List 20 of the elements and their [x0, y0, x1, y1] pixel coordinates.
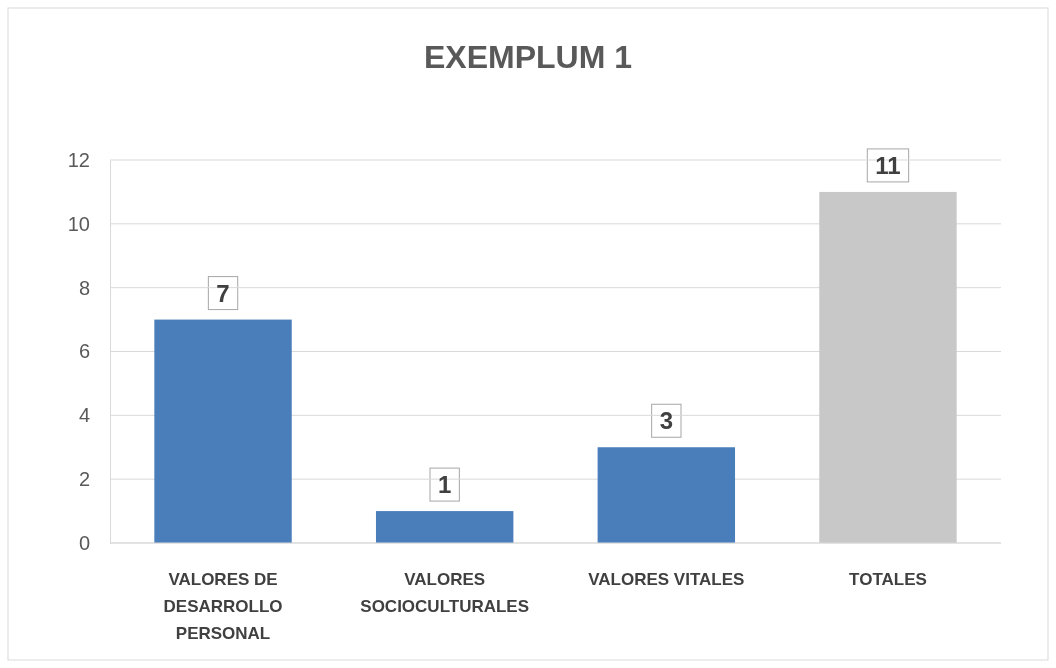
bar — [375, 511, 514, 543]
x-tick-label: TOTALES — [849, 570, 927, 589]
bar — [819, 191, 957, 543]
data-label: 1 — [438, 471, 452, 499]
chart-title: EXEMPLUM 1 — [423, 39, 633, 75]
x-tick-label: VALORES DE DESARROLLO PERSONAL — [163, 570, 283, 643]
y-tick-label: 10 — [67, 212, 90, 235]
y-tick-label: 4 — [78, 404, 90, 427]
y-tick-label: 6 — [78, 340, 90, 363]
y-tick-label: 8 — [78, 276, 90, 299]
bar — [597, 447, 736, 543]
x-tick-label: VALORES VITALES — [588, 570, 745, 589]
y-tick-label: 2 — [78, 468, 90, 491]
y-tick-label: 0 — [78, 531, 90, 554]
data-label: 11 — [875, 151, 901, 179]
x-tick-label: VALORES SOCIOCULTURALES — [360, 570, 530, 616]
bar — [154, 319, 292, 543]
data-label: 7 — [216, 279, 230, 307]
y-tick-label: 12 — [67, 148, 90, 171]
data-label: 3 — [659, 407, 673, 435]
